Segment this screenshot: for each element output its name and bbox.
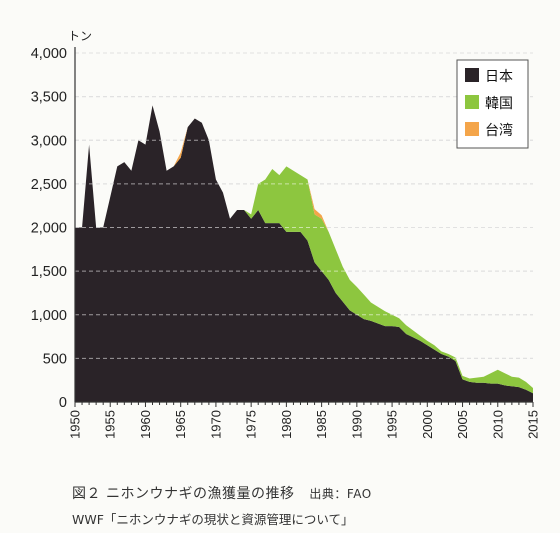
x-tick-label-2000: 2000 (420, 410, 435, 439)
legend-swatch-2 (465, 122, 479, 136)
caption-title: 図２ ニホンウナギの漁獲量の推移 (72, 486, 295, 502)
x-tick-label-1990: 1990 (349, 410, 364, 439)
legend-label-2: 台湾 (485, 122, 513, 139)
x-tick-label-1995: 1995 (385, 410, 400, 439)
y-tick-label-2500: 2,500 (31, 177, 67, 193)
y-tick-label-0: 0 (59, 395, 67, 411)
y-tick-label-3000: 3,000 (31, 133, 67, 149)
y-tick-label-4000: 4,000 (31, 46, 67, 62)
x-tick-label-1950: 1950 (68, 410, 83, 439)
y-tick-label-500: 500 (43, 351, 67, 367)
y-tick-label-3500: 3,500 (31, 90, 67, 106)
legend-label-1: 韓国 (485, 96, 513, 112)
y-tick-label-1500: 1,500 (31, 264, 67, 280)
x-tick-label-1965: 1965 (173, 410, 188, 439)
x-tick-label-1970: 1970 (208, 410, 223, 439)
chart-svg: 05001,0001,5002,0002,5003,0003,5004,000 … (31, 29, 541, 439)
y-tick-label-1000: 1,000 (31, 308, 67, 324)
y-unit-label: トン (68, 29, 92, 43)
x-tick-label-1955: 1955 (103, 410, 118, 439)
x-tick-label-1975: 1975 (244, 410, 259, 439)
x-tick-label-1985: 1985 (314, 410, 329, 439)
x-tick-label-2015: 2015 (526, 410, 541, 439)
legend-swatch-1 (465, 95, 479, 109)
caption-source: 出典：FAO (309, 487, 372, 501)
figure-caption: 図２ ニホンウナギの漁獲量の推移 出典：FAO (72, 483, 372, 503)
axes (74, 47, 534, 407)
series-area-0 (75, 105, 533, 402)
x-tick-label-2010: 2010 (490, 410, 505, 439)
y-tick-label-2000: 2,000 (31, 221, 67, 237)
x-tick-label-1960: 1960 (138, 410, 153, 439)
x-tick-label-1980: 1980 (279, 410, 294, 439)
legend-label-0: 日本 (485, 69, 513, 85)
figure-subcaption: WWF「ニホンウナギの現状と資源管理について」 (72, 512, 354, 527)
legend-swatch-0 (465, 68, 479, 82)
y-tick-labels: 0 500 1,000 1,500 2,000 2,500 3,000 3,500 4,000 (31, 46, 67, 411)
x-tick-labels: 1950 1955 1960 1965 1970 1975 1980 1985 1990 1995… (68, 410, 541, 439)
x-tick-label-2005: 2005 (455, 410, 470, 439)
